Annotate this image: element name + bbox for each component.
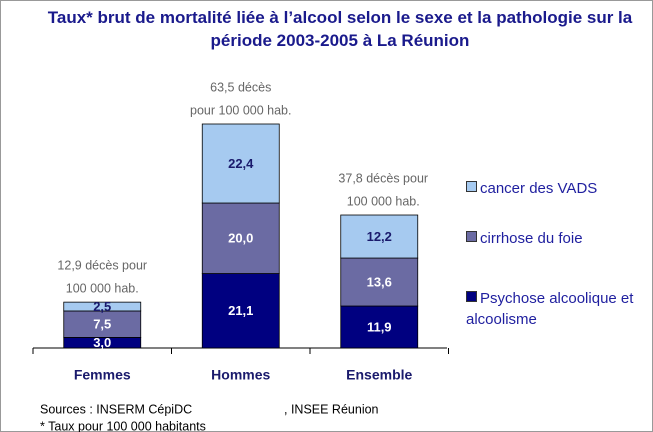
legend-label: cancer des VADS — [480, 180, 598, 197]
source: , INSEE Réunion — [284, 402, 379, 416]
title-box: Taux* brut de mortalité liée à l’alcool … — [47, 8, 633, 50]
bar-segment — [201, 202, 280, 274]
legend-swatch — [466, 231, 477, 242]
annotation: pour 100 000 hab. — [190, 103, 291, 117]
legend-label: cirrhose du foie — [480, 230, 583, 247]
x-tick-label: Femmes — [74, 367, 131, 383]
bar-segment — [340, 214, 419, 259]
bar-segment — [340, 257, 419, 307]
data-label: 3,0 — [93, 335, 111, 350]
bar-segment — [201, 273, 280, 349]
annotation: 100 000 hab. — [347, 194, 420, 208]
legend-swatch — [466, 181, 477, 192]
x-tick-label: Hommes — [211, 367, 270, 383]
legend-label: Psychose alcoolique et alcoolisme — [466, 290, 634, 328]
legend-entry: cancer des VADS — [466, 178, 653, 199]
data-label: 21,1 — [228, 303, 253, 318]
data-label: 12,2 — [367, 229, 392, 244]
x-tick-label: Ensemble — [346, 367, 412, 383]
annotation: 100 000 hab. — [66, 281, 139, 295]
data-label: 7,5 — [93, 317, 111, 332]
data-label: 13,6 — [367, 274, 392, 289]
legend-swatch — [466, 291, 477, 302]
data-label: 2,5 — [93, 299, 111, 314]
annotation: 12,9 décès pour — [57, 258, 147, 272]
data-label: 11,9 — [367, 319, 392, 334]
legend-entry: cirrhose du foie — [466, 228, 653, 249]
annotation: 37,8 décès pour — [338, 171, 428, 185]
footnote: * Taux pour 100 000 habitants — [40, 419, 206, 432]
annotation: 63,5 décès — [210, 80, 271, 94]
chart-title: Taux* brut de mortalité liée à l’alcool … — [47, 8, 633, 50]
bar-segment — [63, 301, 142, 312]
bar-segment — [340, 305, 419, 349]
data-label: 20,0 — [228, 231, 253, 246]
bar-segment — [201, 123, 280, 204]
legend-entry: Psychose alcoolique et alcoolisme — [466, 288, 646, 330]
source: Sources : INSERM CépiDC — [40, 402, 192, 416]
data-label: 22,4 — [228, 156, 254, 171]
